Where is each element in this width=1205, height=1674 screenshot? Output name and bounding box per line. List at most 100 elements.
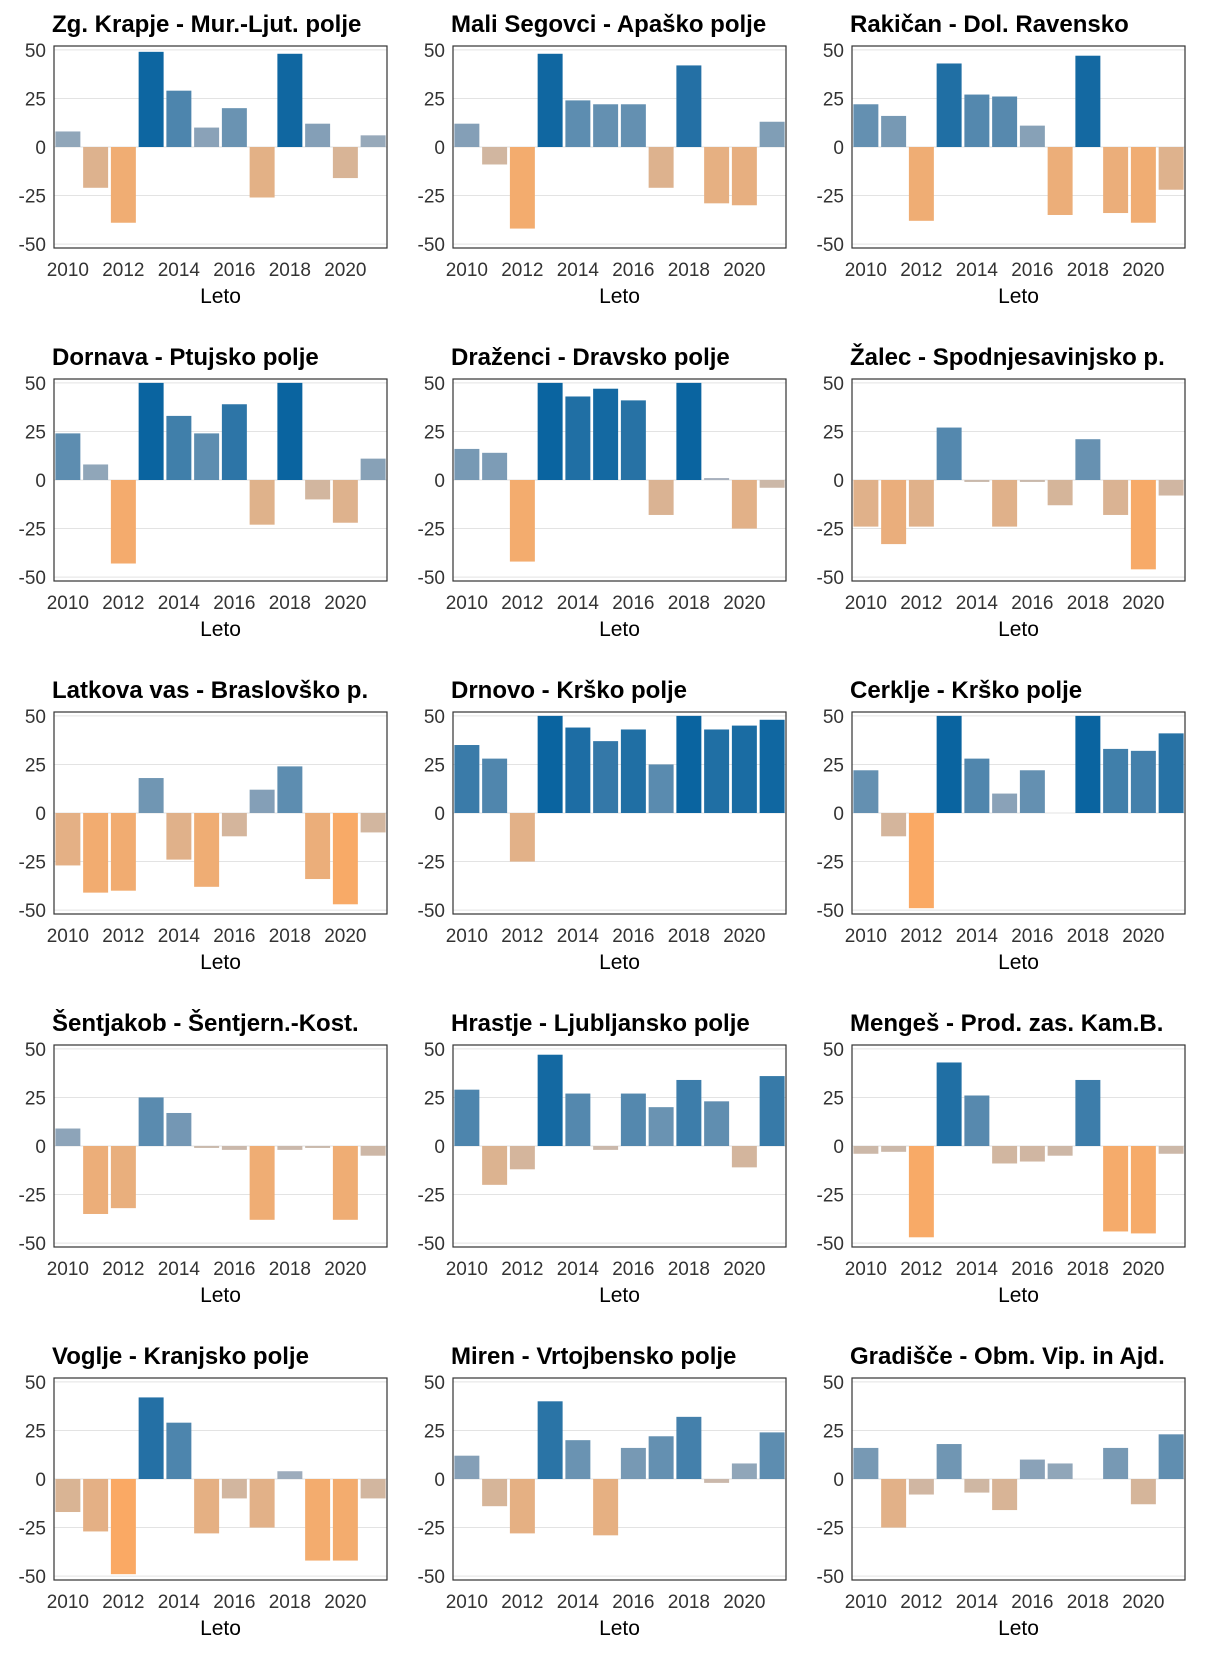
y-tick-label: 0 xyxy=(434,1470,445,1491)
bar xyxy=(454,448,480,480)
bar xyxy=(731,725,757,813)
bar xyxy=(964,94,990,147)
bar xyxy=(1130,750,1156,813)
x-tick-label: 2010 xyxy=(446,1259,488,1280)
bar xyxy=(482,1146,508,1185)
bar xyxy=(537,53,563,148)
bar xyxy=(676,65,702,147)
x-axis-label: Leto xyxy=(998,951,1039,974)
x-tick-label: 2016 xyxy=(1011,260,1053,281)
plot-border xyxy=(452,378,787,582)
y-tick-label: -50 xyxy=(19,1567,46,1588)
bar xyxy=(620,400,646,480)
y-tick-label: 50 xyxy=(823,1040,844,1061)
bar xyxy=(221,1146,247,1150)
y-tick-label: 0 xyxy=(833,1470,844,1491)
bar xyxy=(509,813,535,862)
bar xyxy=(1019,770,1045,813)
bar xyxy=(964,758,990,813)
bar xyxy=(454,745,480,813)
bar xyxy=(332,1146,358,1220)
x-tick-label: 2020 xyxy=(723,593,765,614)
x-tick-label: 2020 xyxy=(324,1592,366,1613)
bar xyxy=(277,766,303,813)
x-tick-label: 2018 xyxy=(269,260,311,281)
y-tick-label: 0 xyxy=(35,138,46,159)
chart-panel: Mengeš - Prod. zas. Kam.B.50250-25-50201… xyxy=(817,1010,1186,1307)
bar xyxy=(277,382,303,480)
x-tick-label: 2020 xyxy=(1122,1592,1164,1613)
x-axis-label: Leto xyxy=(599,1284,640,1307)
bar xyxy=(249,789,275,813)
bar xyxy=(277,1471,303,1479)
bar xyxy=(509,1146,535,1170)
bar xyxy=(249,147,275,198)
bar xyxy=(1130,1146,1156,1234)
bar xyxy=(55,1128,81,1146)
x-tick-label: 2014 xyxy=(956,593,999,614)
bar xyxy=(1130,147,1156,223)
bar xyxy=(360,1479,386,1499)
bar xyxy=(1075,55,1101,147)
bar xyxy=(305,480,331,500)
y-tick-label: 25 xyxy=(25,89,46,110)
bar xyxy=(305,1479,331,1561)
bar xyxy=(277,1146,303,1150)
y-tick-label: -50 xyxy=(817,1234,844,1255)
bar xyxy=(454,1455,480,1479)
y-tick-label: 50 xyxy=(25,1373,46,1394)
y-tick-label: -25 xyxy=(418,1186,445,1207)
x-axis-label: Leto xyxy=(599,951,640,974)
x-tick-label: 2020 xyxy=(324,1259,366,1280)
bar xyxy=(731,1463,757,1479)
x-axis-label: Leto xyxy=(200,1284,241,1307)
y-tick-label: 50 xyxy=(25,707,46,728)
y-tick-label: -50 xyxy=(418,235,445,256)
bar xyxy=(221,108,247,147)
x-tick-label: 2014 xyxy=(956,1592,999,1613)
bar xyxy=(936,1444,962,1479)
y-tick-label: -50 xyxy=(817,1567,844,1588)
x-tick-label: 2012 xyxy=(501,593,543,614)
bar xyxy=(1075,439,1101,480)
bar xyxy=(992,1146,1018,1164)
y-tick-label: 0 xyxy=(833,138,844,159)
bar xyxy=(648,1436,674,1479)
bar xyxy=(360,1146,386,1156)
x-tick-label: 2014 xyxy=(557,260,600,281)
chart-title: Mengeš - Prod. zas. Kam.B. xyxy=(850,1010,1163,1037)
x-tick-label: 2012 xyxy=(102,260,144,281)
y-tick-label: 25 xyxy=(424,755,445,776)
bar xyxy=(1019,480,1045,482)
y-tick-label: 0 xyxy=(833,471,844,492)
bar xyxy=(482,452,508,480)
x-tick-label: 2014 xyxy=(557,1592,600,1613)
x-tick-label: 2020 xyxy=(1122,260,1164,281)
x-tick-label: 2012 xyxy=(900,260,942,281)
bar xyxy=(138,778,164,813)
bar xyxy=(55,1479,81,1513)
x-tick-label: 2014 xyxy=(956,926,999,947)
bar xyxy=(1019,125,1045,147)
bar xyxy=(221,404,247,480)
bar xyxy=(1130,1479,1156,1505)
chart-title: Žalec - Spodnjesavinjsko p. xyxy=(850,343,1165,371)
chart-title: Latkova vas - Braslovško p. xyxy=(52,677,368,704)
bar xyxy=(593,1479,619,1536)
bar xyxy=(1158,1434,1184,1479)
x-tick-label: 2010 xyxy=(47,926,89,947)
bar xyxy=(704,1479,730,1483)
x-axis-label: Leto xyxy=(200,1617,241,1640)
bar xyxy=(1130,480,1156,570)
bar xyxy=(881,480,907,545)
y-tick-label: -50 xyxy=(817,901,844,922)
y-tick-label: 0 xyxy=(35,1137,46,1158)
bar xyxy=(704,478,730,480)
plot-border xyxy=(851,45,1186,249)
x-tick-label: 2012 xyxy=(900,926,942,947)
y-tick-label: -25 xyxy=(418,853,445,874)
y-tick-label: 0 xyxy=(434,804,445,825)
